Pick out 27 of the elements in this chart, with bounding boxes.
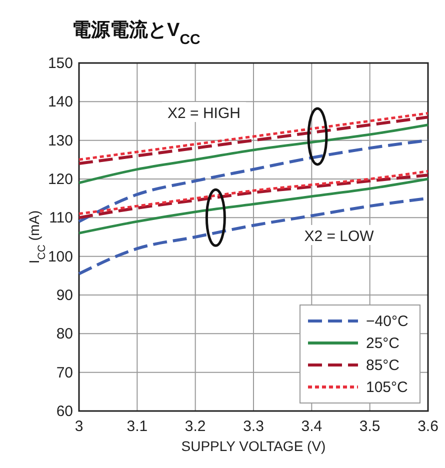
y-tick-label: 130 [48, 132, 73, 150]
y-tick-label: 100 [48, 248, 73, 266]
legend-label: 25°C [366, 335, 400, 352]
y-tick-label: 110 [49, 210, 73, 227]
x-tick-label: 3.6 [418, 418, 438, 435]
annotation: X2 = LOW [304, 228, 375, 245]
legend-label: 105°C [366, 379, 408, 396]
y-tick-label: 80 [56, 326, 73, 343]
line-series [78, 124, 430, 184]
y-tick-label: 70 [56, 364, 73, 382]
y-tick-label: 140 [48, 94, 73, 111]
x-tick-label: 3 [74, 418, 84, 435]
x-tick-label: 3.2 [184, 418, 206, 435]
x-tick-label: 3.5 [359, 418, 380, 435]
legend-label: −40°C [366, 313, 408, 330]
y-tick-label: 150 [48, 55, 73, 72]
legend-label: 85°C [366, 357, 400, 374]
x-tick-label: 3.4 [301, 418, 322, 435]
x-tick-label: 3.1 [126, 418, 148, 435]
x-tick-label: 3.3 [243, 418, 264, 435]
line-series [78, 138, 430, 224]
y-tick-label: 60 [56, 403, 73, 420]
annotation: X2 = HIGH [168, 105, 240, 122]
chart-title: 電源電流とV$_{CC}$ [72, 19, 200, 48]
x-axis-title: SUPPLY VOLTAGE (V) [181, 438, 326, 454]
y-tick-label: 120 [48, 171, 73, 188]
y-tick-label: 90 [56, 287, 73, 304]
